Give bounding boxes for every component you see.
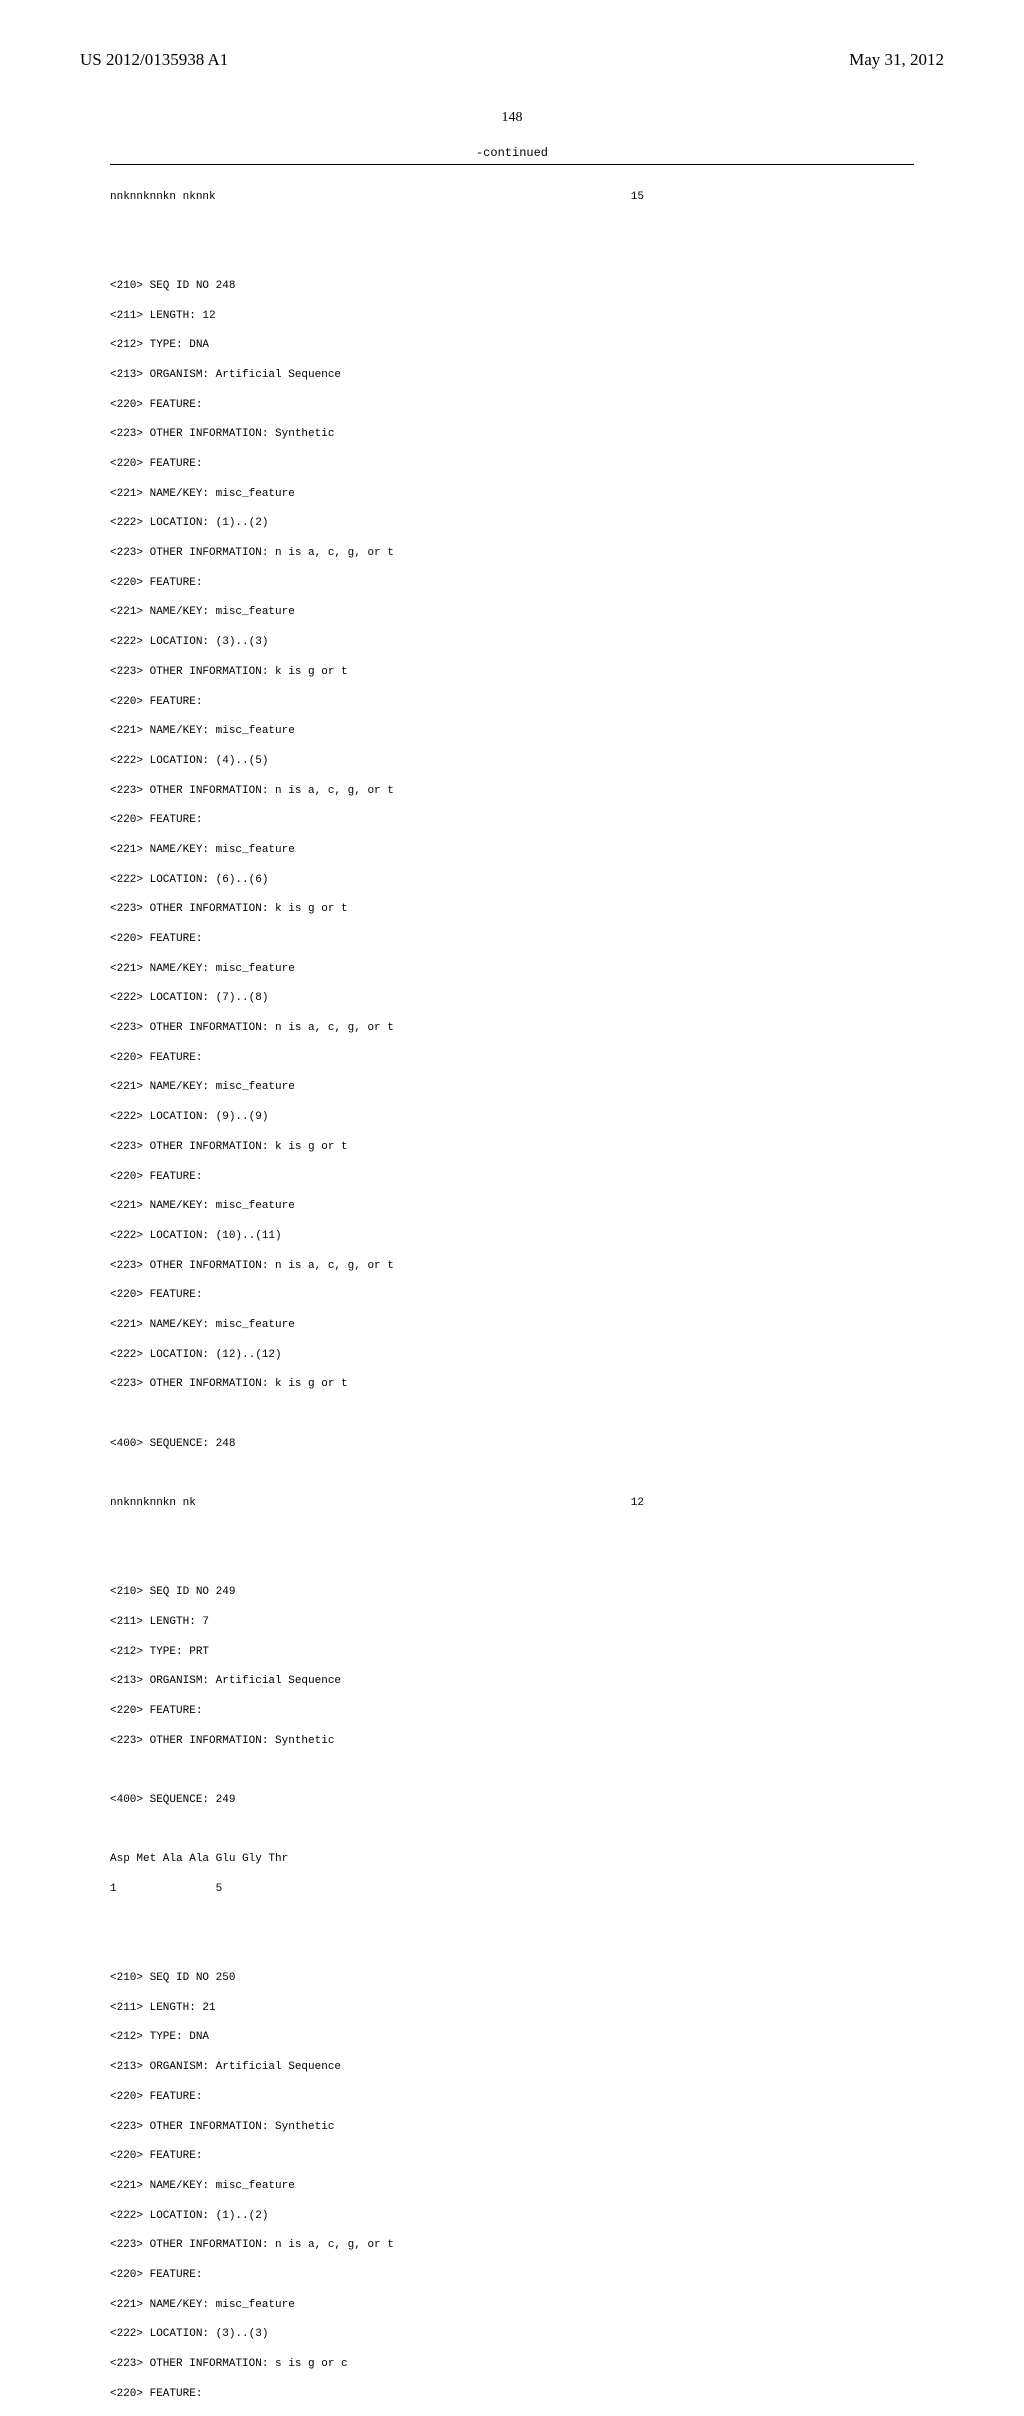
sequence-listing: nnknnknnkn nknnk 15 <210> SEQ ID NO 248 <… xyxy=(0,165,1024,2416)
blank-line xyxy=(110,249,914,264)
seq250-f1c: <222> LOCATION: (1)..(2) xyxy=(110,2209,914,2224)
seq248-210: <210> SEQ ID NO 248 xyxy=(110,279,914,294)
seq249-400: <400> SEQUENCE: 249 xyxy=(110,1793,914,1808)
seq248-f2a: <220> FEATURE: xyxy=(110,576,914,591)
seq249-f0a: <220> FEATURE: xyxy=(110,1704,914,1719)
seq248-213: <213> ORGANISM: Artificial Sequence xyxy=(110,368,914,383)
seq248-f1a: <220> FEATURE: xyxy=(110,457,914,472)
seq248-211: <211> LENGTH: 12 xyxy=(110,309,914,324)
page-header: US 2012/0135938 A1 May 31, 2012 xyxy=(0,0,1024,80)
seq250-212: <212> TYPE: DNA xyxy=(110,2030,914,2045)
seq250-211: <211> LENGTH: 21 xyxy=(110,2001,914,2016)
seq249-sequence: Asp Met Ala Ala Glu Gly Thr xyxy=(110,1852,914,1867)
blank-line xyxy=(110,1526,914,1541)
blank-line xyxy=(110,1555,914,1570)
seq249-210: <210> SEQ ID NO 249 xyxy=(110,1585,914,1600)
seq248-f6a: <220> FEATURE: xyxy=(110,1051,914,1066)
seq250-f1b: <221> NAME/KEY: misc_feature xyxy=(110,2179,914,2194)
seq250-f2d: <223> OTHER INFORMATION: s is g or c xyxy=(110,2357,914,2372)
seq247-sequence-line: nnknnknnkn nknnk 15 xyxy=(110,190,914,205)
seq248-f5a: <220> FEATURE: xyxy=(110,932,914,947)
seq249-213: <213> ORGANISM: Artificial Sequence xyxy=(110,1674,914,1689)
seq248-f7b: <221> NAME/KEY: misc_feature xyxy=(110,1199,914,1214)
seq250-f3a: <220> FEATURE: xyxy=(110,2387,914,2402)
seq248-f3c: <222> LOCATION: (4)..(5) xyxy=(110,754,914,769)
seq248-f1b: <221> NAME/KEY: misc_feature xyxy=(110,487,914,502)
seq248-f1d: <223> OTHER INFORMATION: n is a, c, g, o… xyxy=(110,546,914,561)
seq248-f7d: <223> OTHER INFORMATION: n is a, c, g, o… xyxy=(110,1259,914,1274)
seq249-numbers: 1 5 xyxy=(110,1882,914,1897)
seq250-f2b: <221> NAME/KEY: misc_feature xyxy=(110,2298,914,2313)
seq248-f6b: <221> NAME/KEY: misc_feature xyxy=(110,1080,914,1095)
seq248-f7c: <222> LOCATION: (10)..(11) xyxy=(110,1229,914,1244)
blank-line xyxy=(110,220,914,235)
blank-line xyxy=(110,1941,914,1956)
seq248-f0b: <223> OTHER INFORMATION: Synthetic xyxy=(110,427,914,442)
seq248-400: <400> SEQUENCE: 248 xyxy=(110,1437,914,1452)
seq248-212: <212> TYPE: DNA xyxy=(110,338,914,353)
seq248-f8b: <221> NAME/KEY: misc_feature xyxy=(110,1318,914,1333)
seq247-length: 15 xyxy=(631,190,644,205)
seq248-f8a: <220> FEATURE: xyxy=(110,1288,914,1303)
seq248-sequence: nnknnknnkn nk xyxy=(110,1496,196,1511)
seq250-f2c: <222> LOCATION: (3)..(3) xyxy=(110,2327,914,2342)
seq250-210: <210> SEQ ID NO 250 xyxy=(110,1971,914,1986)
seq248-f6d: <223> OTHER INFORMATION: k is g or t xyxy=(110,1140,914,1155)
blank-line xyxy=(110,1407,914,1422)
seq247-sequence: nnknnknnkn nknnk xyxy=(110,190,216,205)
seq250-f0a: <220> FEATURE: xyxy=(110,2090,914,2105)
seq248-f3b: <221> NAME/KEY: misc_feature xyxy=(110,724,914,739)
seq248-f2b: <221> NAME/KEY: misc_feature xyxy=(110,605,914,620)
continued-label: -continued xyxy=(0,146,1024,160)
seq248-f1c: <222> LOCATION: (1)..(2) xyxy=(110,516,914,531)
seq248-sequence-line: nnknnknnkn nk 12 xyxy=(110,1496,914,1511)
seq248-f5c: <222> LOCATION: (7)..(8) xyxy=(110,991,914,1006)
seq248-f0a: <220> FEATURE: xyxy=(110,398,914,413)
seq248-f8c: <222> LOCATION: (12)..(12) xyxy=(110,1348,914,1363)
seq248-f4a: <220> FEATURE: xyxy=(110,813,914,828)
blank-line xyxy=(110,1912,914,1927)
seq250-f2a: <220> FEATURE: xyxy=(110,2268,914,2283)
seq249-212: <212> TYPE: PRT xyxy=(110,1645,914,1660)
seq248-f3a: <220> FEATURE: xyxy=(110,695,914,710)
seq250-f1d: <223> OTHER INFORMATION: n is a, c, g, o… xyxy=(110,2238,914,2253)
seq248-f5b: <221> NAME/KEY: misc_feature xyxy=(110,962,914,977)
seq250-f1a: <220> FEATURE: xyxy=(110,2149,914,2164)
seq248-f5d: <223> OTHER INFORMATION: n is a, c, g, o… xyxy=(110,1021,914,1036)
seq248-f4d: <223> OTHER INFORMATION: k is g or t xyxy=(110,902,914,917)
blank-line xyxy=(110,1466,914,1481)
seq248-f2d: <223> OTHER INFORMATION: k is g or t xyxy=(110,665,914,680)
blank-line xyxy=(110,1823,914,1838)
seq250-213: <213> ORGANISM: Artificial Sequence xyxy=(110,2060,914,2075)
seq248-f2c: <222> LOCATION: (3)..(3) xyxy=(110,635,914,650)
seq250-f0b: <223> OTHER INFORMATION: Synthetic xyxy=(110,2120,914,2135)
publication-date: May 31, 2012 xyxy=(849,50,944,70)
publication-number: US 2012/0135938 A1 xyxy=(80,50,228,70)
seq248-f8d: <223> OTHER INFORMATION: k is g or t xyxy=(110,1377,914,1392)
blank-line xyxy=(110,1763,914,1778)
page-number: 148 xyxy=(0,110,1024,126)
seq248-f3d: <223> OTHER INFORMATION: n is a, c, g, o… xyxy=(110,784,914,799)
seq248-f7a: <220> FEATURE: xyxy=(110,1170,914,1185)
seq248-length: 12 xyxy=(631,1496,644,1511)
seq248-f4c: <222> LOCATION: (6)..(6) xyxy=(110,873,914,888)
seq249-211: <211> LENGTH: 7 xyxy=(110,1615,914,1630)
seq248-f4b: <221> NAME/KEY: misc_feature xyxy=(110,843,914,858)
seq249-f0b: <223> OTHER INFORMATION: Synthetic xyxy=(110,1734,914,1749)
seq248-f6c: <222> LOCATION: (9)..(9) xyxy=(110,1110,914,1125)
